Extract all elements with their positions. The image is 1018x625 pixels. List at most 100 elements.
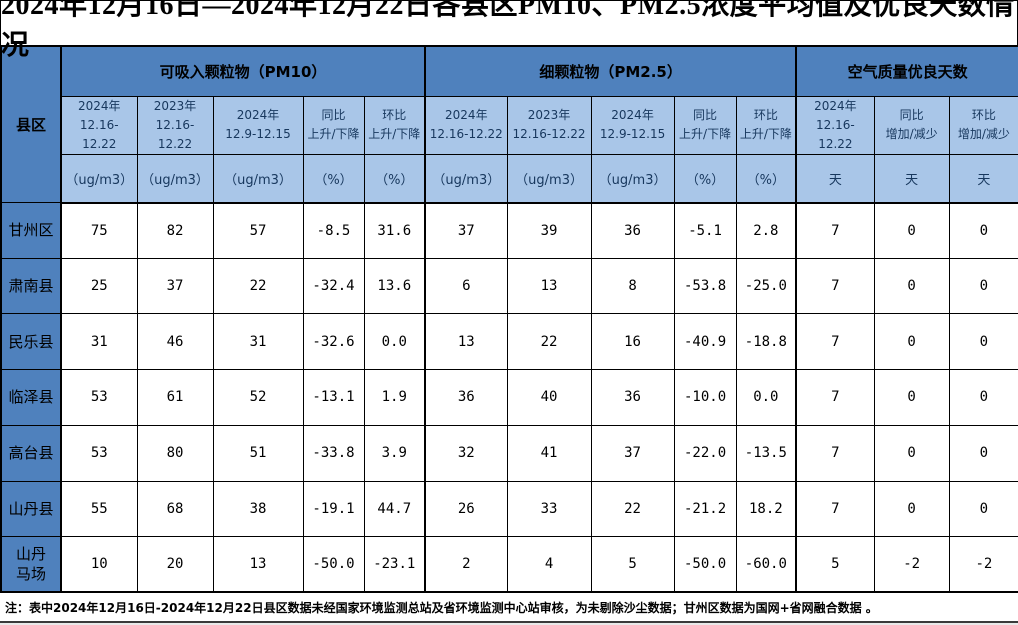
data-cell: 53 <box>60 369 138 426</box>
data-cell: -50.0 <box>673 536 737 593</box>
data-cell: 7 <box>795 480 875 538</box>
data-cell: -60.0 <box>735 536 797 593</box>
table-row: 肃南县 25 37 22 -32.4 13.6 6 13 8 -53.8 -25.0 7 0 0 <box>0 257 1018 315</box>
data-cell: 53 <box>60 424 138 482</box>
data-cell: 13.6 <box>363 257 426 315</box>
data-cell: 7 <box>795 202 875 259</box>
data-cell: 55 <box>60 480 138 538</box>
data-cell: -13.5 <box>735 424 797 482</box>
data-cell: 0 <box>948 313 1018 371</box>
data-cell: 33 <box>506 480 592 538</box>
table-row: 民乐县 31 46 31 -32.6 0.0 13 22 16 -40.9 -18.8 7 0 0 <box>0 313 1018 371</box>
data-cell: -25.0 <box>735 257 797 315</box>
data-cell: -19.1 <box>302 480 365 538</box>
data-cell: 0 <box>948 480 1018 538</box>
group-header: 可吸入颗粒物（PM10） <box>59 45 426 97</box>
data-cell: 13 <box>506 257 592 315</box>
data-cell: 7 <box>795 313 875 371</box>
data-cell: -22.0 <box>673 424 737 482</box>
column-unit: （ug/m3） <box>212 154 304 204</box>
data-cell: 6 <box>424 257 508 315</box>
data-cell: 75 <box>60 202 138 259</box>
data-cell: 0 <box>948 424 1018 482</box>
data-cell: 52 <box>212 369 304 426</box>
data-cell: -40.9 <box>673 313 737 371</box>
row-label: 临泽县 <box>0 369 62 426</box>
county-column-header: 县区 <box>0 45 62 204</box>
data-cell: 31 <box>212 313 304 371</box>
table-row: 高台县 53 80 51 -33.8 3.9 32 41 37 -22.0 -13.5 7 0 0 <box>0 424 1018 482</box>
data-cell: 51 <box>212 424 304 482</box>
table-row: 山丹县 55 68 38 -19.1 44.7 26 33 22 -21.2 18.2 7 0 0 <box>0 480 1018 538</box>
column-unit: （ug/m3） <box>136 154 214 204</box>
data-cell: 68 <box>136 480 214 538</box>
data-cell: -2 <box>873 536 950 593</box>
data-cell: 7 <box>795 369 875 426</box>
data-cell: 61 <box>136 369 214 426</box>
column-header: 2023年 12.16-12.22 <box>506 95 592 156</box>
data-cell: 2 <box>424 536 508 593</box>
data-cell: -32.6 <box>302 313 365 371</box>
data-cell: 2.8 <box>735 202 797 259</box>
column-header: 2024年 12.16-12.22 <box>424 95 508 156</box>
data-cell: -32.4 <box>302 257 365 315</box>
column-unit: （%） <box>302 154 365 204</box>
data-cell: 8 <box>590 257 675 315</box>
row-label: 山丹县 <box>0 480 62 538</box>
column-header: 环比 增加/减少 <box>948 95 1018 156</box>
row-label: 山丹 马场 <box>0 536 62 593</box>
data-cell: 0 <box>873 313 950 371</box>
data-cell: 22 <box>506 313 592 371</box>
row-label: 肃南县 <box>0 257 62 315</box>
data-cell: -23.1 <box>363 536 426 593</box>
data-cell: 0 <box>873 424 950 482</box>
data-cell: -5.1 <box>673 202 737 259</box>
data-cell: 0 <box>948 257 1018 315</box>
row-label: 民乐县 <box>0 313 62 371</box>
column-unit: （%） <box>673 154 737 204</box>
column-header: 环比 上升/下降 <box>735 95 797 156</box>
column-unit: （ug/m3） <box>60 154 138 204</box>
data-cell: -18.8 <box>735 313 797 371</box>
bottom-strip <box>0 621 1018 625</box>
data-cell: 7 <box>795 424 875 482</box>
data-cell: 0 <box>948 202 1018 259</box>
data-cell: 20 <box>136 536 214 593</box>
page-title: 2024年12月16日—2024年12月22日各县区PM10、PM2.5浓度平均… <box>0 0 1018 61</box>
column-header: 2023年 12.16-12.22 <box>136 95 214 156</box>
column-header: 同比 上升/下降 <box>673 95 737 156</box>
data-cell: 26 <box>424 480 508 538</box>
data-cell: 82 <box>136 202 214 259</box>
column-header: 同比 上升/下降 <box>302 95 365 156</box>
data-cell: 46 <box>136 313 214 371</box>
data-cell: -33.8 <box>302 424 365 482</box>
data-cell: -13.1 <box>302 369 365 426</box>
column-unit: 天 <box>948 154 1018 204</box>
data-cell: 36 <box>590 202 675 259</box>
data-cell: 37 <box>136 257 214 315</box>
data-cell: -2 <box>948 536 1018 593</box>
column-unit: （ug/m3） <box>590 154 675 204</box>
data-cell: 36 <box>590 369 675 426</box>
data-cell: 36 <box>424 369 508 426</box>
data-cell: 32 <box>424 424 508 482</box>
data-cell: -10.0 <box>673 369 737 426</box>
data-cell: -8.5 <box>302 202 365 259</box>
column-unit: 天 <box>873 154 950 204</box>
pollution-table: 县区 可吸入颗粒物（PM10） 细颗粒物（PM2.5） 空气质量优良天数 2024年 1… <box>0 45 1018 594</box>
column-header: 2024年 12.9-12.15 <box>212 95 304 156</box>
data-cell: -53.8 <box>673 257 737 315</box>
data-cell: 0 <box>873 257 950 315</box>
data-cell: 41 <box>506 424 592 482</box>
column-header: 环比 上升/下降 <box>363 95 426 156</box>
column-unit: （ug/m3） <box>506 154 592 204</box>
data-cell: 0 <box>948 369 1018 426</box>
data-cell: 0.0 <box>363 313 426 371</box>
data-cell: 31 <box>60 313 138 371</box>
data-cell: -50.0 <box>302 536 365 593</box>
footnote: 注：表中2024年12月16日-2024年12月22日县区数据未经国家环境监测总… <box>0 593 1018 622</box>
data-cell: 22 <box>212 257 304 315</box>
data-cell: 3.9 <box>363 424 426 482</box>
data-cell: 44.7 <box>363 480 426 538</box>
